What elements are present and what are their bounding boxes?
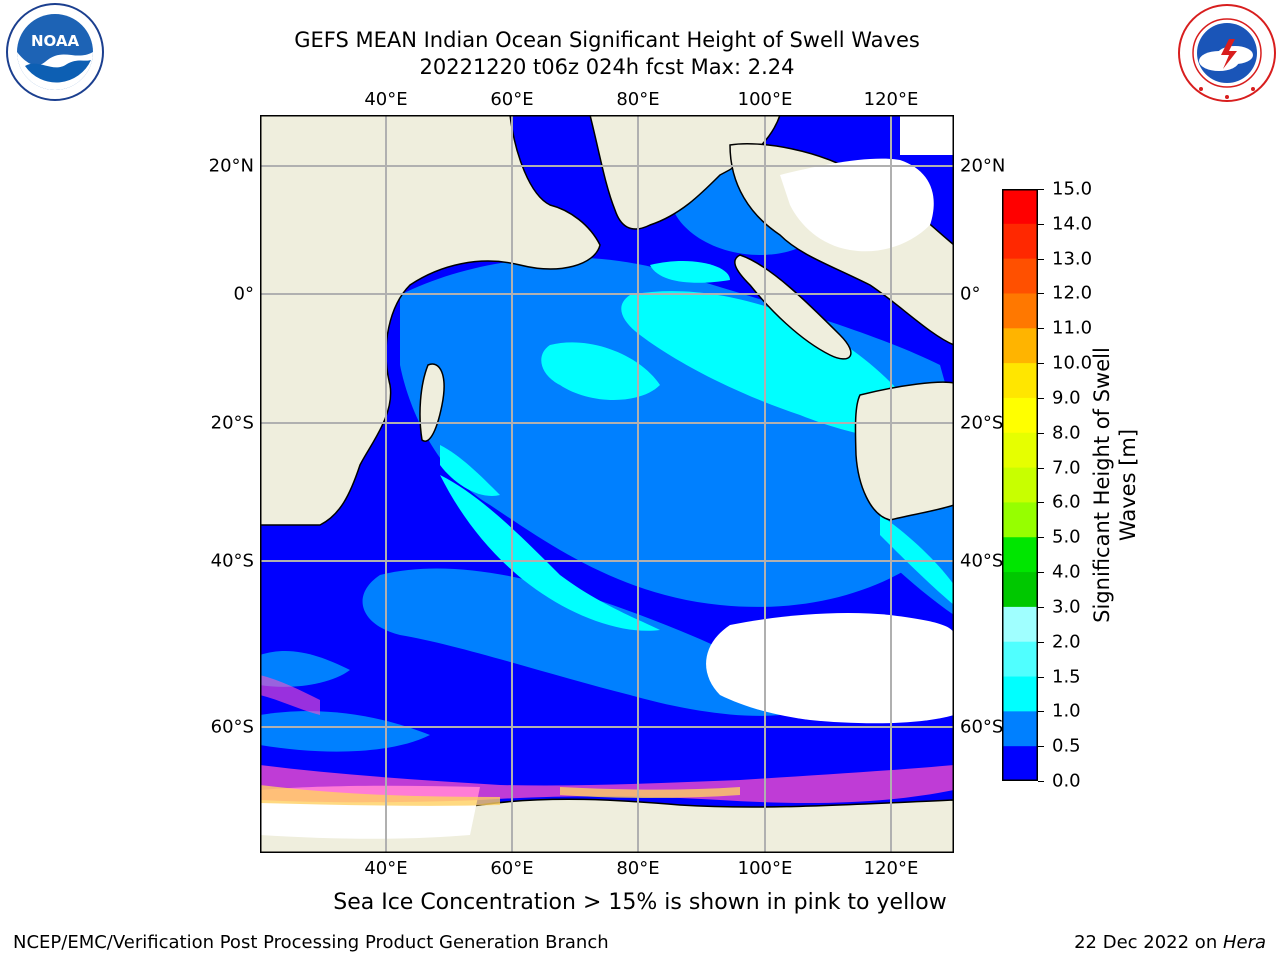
lon-tick-top-120e: 120°E	[863, 89, 919, 110]
colorbar-tick-label: 6.0	[1052, 491, 1081, 513]
colorbar-bin	[1002, 189, 1038, 225]
colorbar-tick-mark	[1038, 781, 1044, 782]
footer-date: 22 Dec 2022 on Hera	[1074, 932, 1266, 953]
colorbar-bin	[1002, 572, 1038, 608]
colorbar-bin	[1002, 502, 1038, 538]
footer-credit: NCEP/EMC/Verification Post Processing Pr…	[13, 932, 609, 953]
colorbar-tick-label: 15.0	[1052, 178, 1093, 200]
colorbar-tick-mark	[1038, 328, 1044, 330]
colorbar-tick-label: 14.0	[1052, 213, 1093, 235]
colorbar-bin	[1002, 467, 1038, 503]
nws-logo	[1178, 4, 1276, 102]
colorbar-bin	[1002, 397, 1038, 434]
colorbar-bin	[1002, 328, 1038, 364]
lon-tick-bottom-100e: 100°E	[737, 858, 793, 879]
colorbar-tick-label: 12.0	[1052, 282, 1093, 304]
colorbar-title-line1: Significant Height of Swell	[1090, 347, 1114, 623]
lon-tick-top-40e: 40°E	[364, 89, 408, 110]
colorbar-tick-mark	[1038, 641, 1044, 643]
graticule	[260, 115, 954, 853]
colorbar-tick-mark	[1038, 537, 1044, 539]
colorbar-frame	[1002, 189, 1038, 781]
colorbar-tick-label: 3.0	[1052, 596, 1081, 618]
colorbar-tick-mark	[1038, 676, 1044, 678]
colorbar-bin	[1002, 606, 1038, 643]
colorbar-tick-mark	[1038, 502, 1044, 504]
lat-tick-left-20s: 20°S	[210, 412, 254, 434]
noaa-logo: NOAA	[6, 3, 104, 101]
colorbar-tick-mark	[1038, 432, 1044, 434]
noaa-logo-text: NOAA	[31, 32, 80, 50]
lon-tick-top-60e: 60°E	[490, 89, 534, 110]
colorbar-tick-label: 5.0	[1052, 526, 1081, 548]
colorbar-tick-mark	[1038, 258, 1044, 260]
colorbar-tick-label: 13.0	[1052, 248, 1093, 270]
colorbar-title: Significant Height of Swell Waves [m]	[1089, 315, 1141, 655]
colorbar-bin	[1002, 293, 1038, 329]
colorbar-bin	[1002, 711, 1038, 747]
colorbar-bin	[1002, 746, 1038, 781]
lat-tick-left-20n: 20°N	[208, 155, 254, 177]
lat-tick-right-0: 0°	[960, 283, 981, 305]
colorbar-tick-label: 11.0	[1052, 317, 1093, 339]
colorbar-tick-mark	[1038, 711, 1044, 713]
colorbar-bin	[1002, 641, 1038, 678]
colorbar-tick-label: 9.0	[1052, 387, 1081, 409]
colorbar-bin	[1002, 432, 1038, 469]
colorbar-tick-mark	[1038, 606, 1044, 608]
colorbar-tick-label: 1.0	[1052, 700, 1081, 722]
map-frame	[260, 115, 954, 853]
colorbar-tick-mark	[1038, 223, 1044, 225]
lat-tick-right-60s: 60°S	[960, 716, 1004, 738]
lon-tick-bottom-120e: 120°E	[863, 858, 919, 879]
map-title: GEFS MEAN Indian Ocean Significant Heigh…	[294, 28, 920, 52]
colorbar-tick-mark	[1038, 397, 1044, 399]
colorbar	[1002, 189, 1038, 781]
footer-date-text: 22 Dec 2022 on	[1074, 932, 1223, 953]
lat-tick-left-0: 0°	[233, 283, 254, 305]
colorbar-tick-label: 4.0	[1052, 561, 1081, 583]
colorbar-tick-label: 7.0	[1052, 457, 1081, 479]
colorbar-tick-label: 8.0	[1052, 422, 1081, 444]
footer-host: Hera	[1222, 932, 1266, 953]
colorbar-bin	[1002, 223, 1038, 260]
colorbar-tick-mark	[1038, 572, 1044, 574]
colorbar-tick-mark	[1038, 189, 1044, 190]
colorbar-tick-label: 2.0	[1052, 631, 1081, 653]
colorbar-bin	[1002, 258, 1038, 294]
colorbar-tick-label: 1.5	[1052, 666, 1081, 688]
colorbar-tick-mark	[1038, 746, 1044, 748]
colorbar-tick-label: 0.5	[1052, 735, 1081, 757]
colorbar-tick-mark	[1038, 467, 1044, 469]
colorbar-tick-mark	[1038, 293, 1044, 295]
sea-ice-caption: Sea Ice Concentration > 15% is shown in …	[333, 890, 947, 915]
sea-ice-edge	[260, 675, 954, 806]
lat-tick-right-40s: 40°S	[960, 550, 1004, 572]
lon-tick-bottom-40e: 40°E	[364, 858, 408, 879]
lon-tick-top-80e: 80°E	[616, 89, 660, 110]
colorbar-title-line2: Waves [m]	[1116, 428, 1140, 542]
lat-tick-right-20s: 20°S	[960, 412, 1004, 434]
colorbar-bin	[1002, 363, 1038, 399]
colorbar-tick-mark	[1038, 363, 1044, 365]
lon-tick-top-100e: 100°E	[737, 89, 793, 110]
map-subtitle: 20221220 t06z 024h fcst Max: 2.24	[419, 55, 795, 79]
colorbar-tick-label: 10.0	[1052, 352, 1093, 374]
colorbar-bin	[1002, 676, 1038, 712]
lon-tick-bottom-80e: 80°E	[616, 858, 660, 879]
lat-tick-left-60s: 60°S	[210, 716, 254, 738]
lat-tick-right-20n: 20°N	[960, 155, 1006, 177]
colorbar-tick-label: 0.0	[1052, 770, 1081, 792]
lat-tick-left-40s: 40°S	[210, 550, 254, 572]
swell-height-map	[260, 115, 954, 853]
colorbar-bin	[1002, 537, 1038, 573]
lon-tick-bottom-60e: 60°E	[490, 858, 534, 879]
